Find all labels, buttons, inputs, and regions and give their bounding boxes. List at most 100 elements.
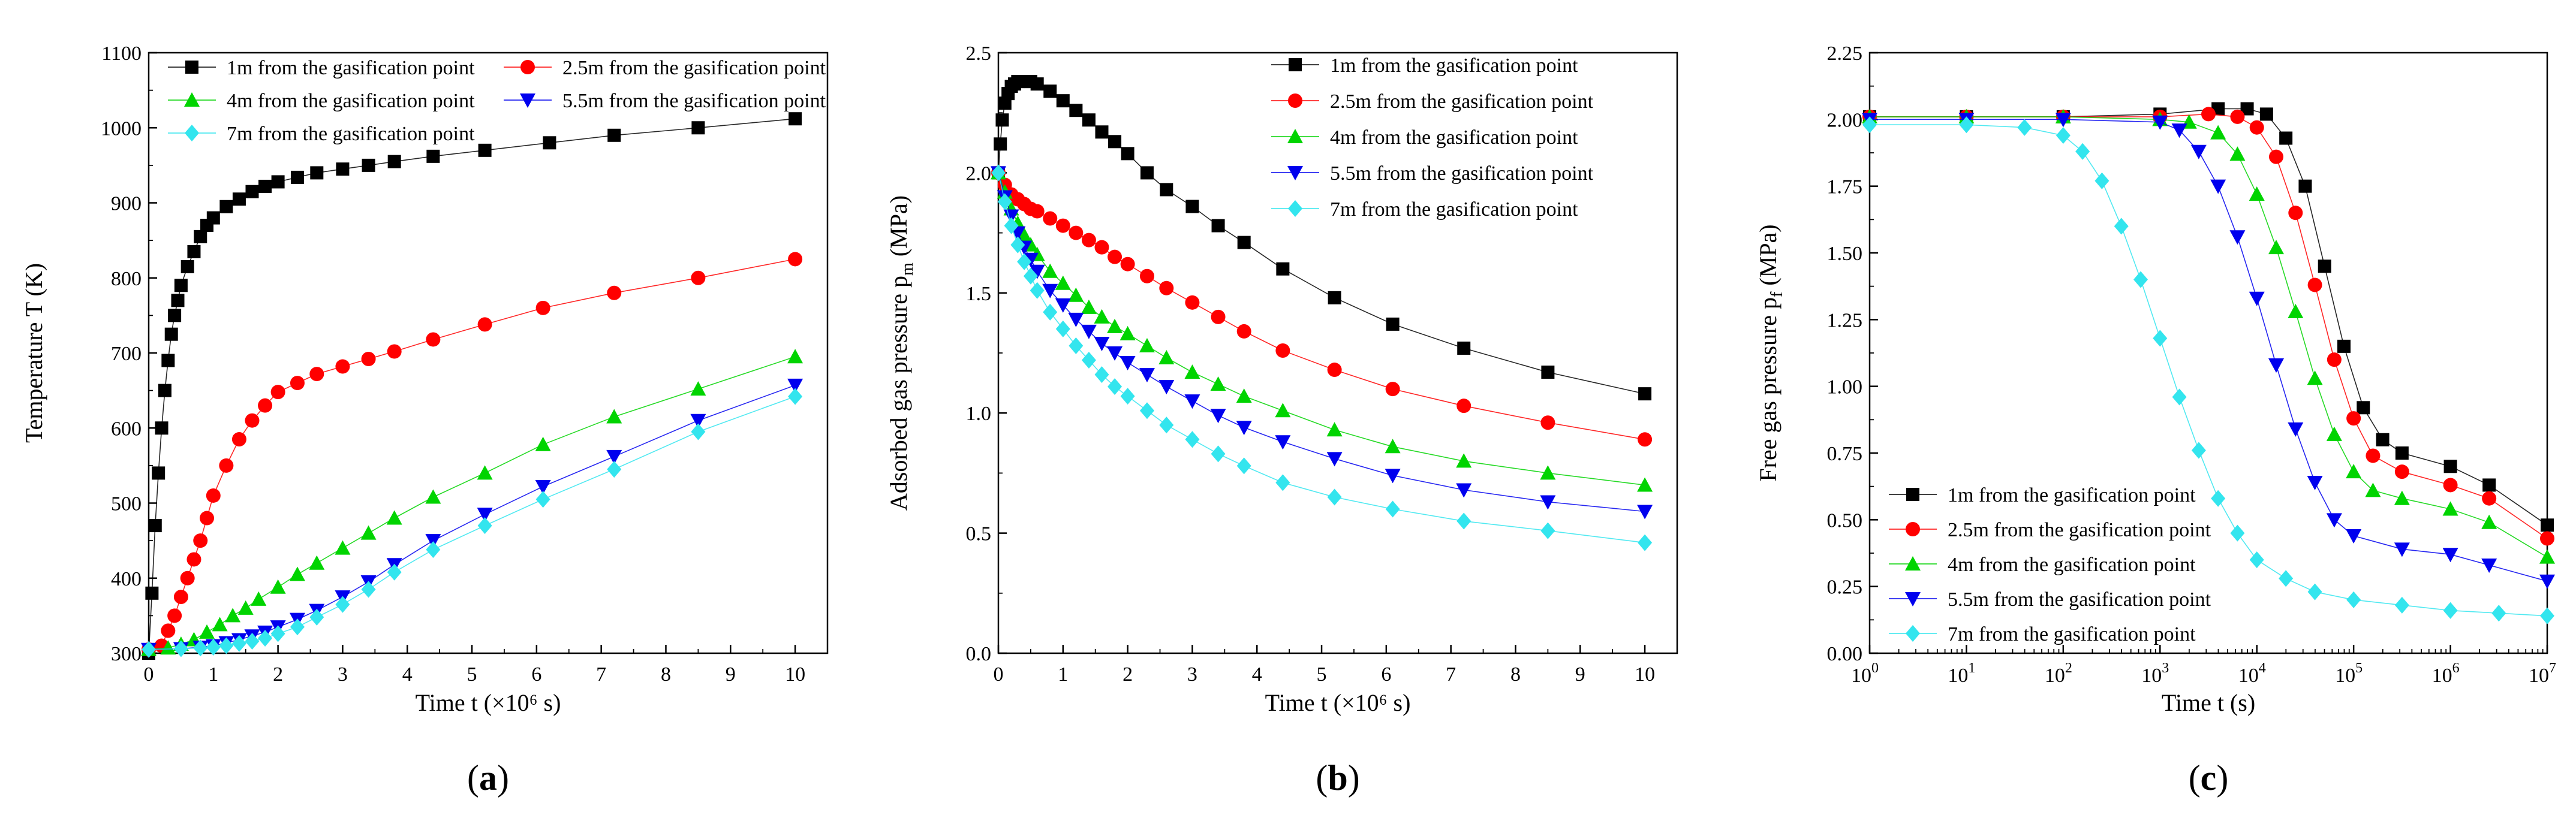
panel-label: (b) xyxy=(1316,758,1359,798)
data-point xyxy=(161,623,176,638)
data-point xyxy=(155,421,168,435)
data-point xyxy=(1095,125,1109,139)
data-point xyxy=(1456,399,1471,414)
legend-entry: 4m from the gasification point xyxy=(1271,126,1578,149)
data-point xyxy=(1081,233,1096,248)
legend-entry: 7m from the gasification point xyxy=(168,123,475,145)
data-point xyxy=(535,491,550,508)
data-point xyxy=(426,332,441,347)
data-point xyxy=(1003,209,1019,224)
data-point xyxy=(1081,352,1096,369)
data-point xyxy=(1004,217,1019,234)
data-point xyxy=(2190,144,2207,159)
y-axis-title: Free gas pressure pf (MPa) xyxy=(1755,224,1786,481)
x-tick-base: 10 xyxy=(2529,665,2549,687)
data-point xyxy=(535,479,551,494)
data-point xyxy=(2307,370,2323,385)
panel-label-close: ) xyxy=(1348,758,1360,798)
data-point xyxy=(2288,206,2303,221)
data-point xyxy=(1042,283,1058,298)
data-point xyxy=(2394,490,2410,505)
data-point xyxy=(1068,287,1084,302)
y-tick-label: 2.25 xyxy=(1827,43,1863,65)
x-tick-base: 10 xyxy=(2432,665,2452,687)
data-point xyxy=(478,143,492,157)
data-point xyxy=(1094,309,1110,324)
data-point xyxy=(245,185,259,198)
x-tick-label: 104 xyxy=(2238,660,2266,687)
data-point xyxy=(2539,549,2555,564)
legend-entry: 4m from the gasification point xyxy=(168,90,475,112)
data-point xyxy=(290,170,304,184)
data-point xyxy=(142,641,156,658)
x-tick-label: 8 xyxy=(661,663,671,686)
data-point xyxy=(1637,505,1653,520)
data-point xyxy=(1237,236,1251,249)
series-line xyxy=(1870,124,2548,617)
data-point xyxy=(2201,107,2216,122)
x-tick-label: 2 xyxy=(1123,663,1133,686)
x-tick-label: 4 xyxy=(1252,663,1262,686)
data-point xyxy=(289,566,305,581)
series-line xyxy=(998,173,1645,512)
data-point xyxy=(2152,115,2168,130)
data-point xyxy=(1139,402,1154,419)
y-tick-label: 0.50 xyxy=(1827,509,1863,532)
panel-label: (a) xyxy=(467,758,509,798)
legend-label: 7m from the gasification point xyxy=(1330,198,1578,221)
panel-label-letter: c xyxy=(2201,758,2217,798)
x-tick-base: 10 xyxy=(2335,665,2355,687)
x-tick-base: 10 xyxy=(1948,665,1968,687)
data-point xyxy=(1236,388,1252,403)
legend-marker xyxy=(185,125,199,141)
data-point xyxy=(237,600,254,615)
legend: 1m from the gasification point 2.5m from … xyxy=(1889,484,2211,645)
data-point xyxy=(1030,204,1045,219)
data-point xyxy=(1185,295,1200,310)
data-point xyxy=(160,640,176,655)
series-line xyxy=(998,173,1645,544)
y-axis-title-main: Adsorbed gas pressure p xyxy=(885,276,912,511)
data-point xyxy=(231,635,246,652)
data-point xyxy=(1068,312,1084,327)
data-point xyxy=(1055,320,1070,337)
legend-label: 5.5m from the gasification point xyxy=(562,90,826,112)
y-tick-label: 0.25 xyxy=(1827,577,1863,599)
y-tick-label: 700 xyxy=(111,343,142,365)
data-point xyxy=(1158,350,1175,365)
y-axis-title-subscript: f xyxy=(1768,291,1786,297)
data-point xyxy=(606,409,622,424)
legend-label: 2.5m from the gasification point xyxy=(562,57,826,79)
series-line xyxy=(148,258,796,650)
y-axis-title-unit: (MPa) xyxy=(1755,224,1781,291)
data-point xyxy=(1326,422,1343,437)
data-point xyxy=(1029,264,1045,279)
legend-marker xyxy=(1906,522,1920,536)
data-point xyxy=(1328,291,1341,304)
data-point xyxy=(1081,299,1097,314)
data-point xyxy=(1120,388,1135,405)
x-tick-label: 6 xyxy=(1381,663,1391,686)
legend-entry: 7m from the gasification point xyxy=(1889,623,2196,645)
data-point xyxy=(180,571,195,585)
data-point xyxy=(199,624,215,639)
data-point xyxy=(362,158,375,172)
legend-label: 2.5m from the gasification point xyxy=(1330,90,1594,113)
legend-marker xyxy=(1906,488,1919,501)
y-axis-title: Adsorbed gas pressure pm (MPa) xyxy=(885,195,917,511)
y-tick-label: 900 xyxy=(111,193,142,215)
data-point xyxy=(1275,474,1290,491)
data-point xyxy=(1081,324,1097,339)
data-point xyxy=(1456,453,1472,468)
x-tick-base: 10 xyxy=(1851,665,1871,687)
data-point xyxy=(1184,394,1200,409)
data-point xyxy=(2327,352,2342,367)
data-point xyxy=(2210,125,2226,140)
legend-marker xyxy=(1905,556,1921,571)
data-point xyxy=(1160,183,1173,197)
data-point xyxy=(1022,252,1039,267)
legend-entry: 2.5m from the gasification point xyxy=(1271,90,1594,113)
panel-label-close: ) xyxy=(2216,758,2228,798)
data-point xyxy=(194,230,207,243)
